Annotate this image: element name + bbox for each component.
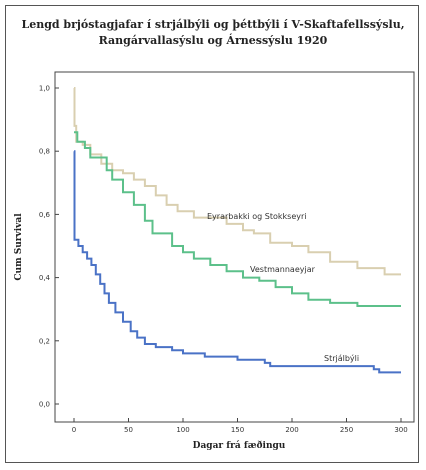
x-tick-label: 200: [285, 426, 298, 434]
x-tick-label: 150: [231, 426, 244, 434]
series-layer: [73, 87, 401, 374]
x-axis: 0 50 100 150 200 250 300: [72, 418, 408, 434]
y-tick-label: 1,0: [39, 85, 50, 93]
plot-area: [54, 71, 415, 423]
y-tick-label: 0,8: [39, 148, 50, 156]
y-axis-title: Cum Survival: [14, 213, 24, 281]
series-line-1: [74, 131, 401, 307]
x-tick-label: 0: [72, 426, 76, 434]
x-tick-label: 250: [340, 426, 353, 434]
y-axis: 0,0 0,2 0,4 0,6 0,8 1,0: [39, 85, 59, 409]
y-tick-label: 0,6: [39, 211, 51, 219]
x-tick-label: 100: [176, 426, 189, 434]
x-axis-title: Dagar frá fæðingu: [193, 440, 286, 451]
x-tick-label: 300: [394, 426, 407, 434]
y-tick-label: 0,0: [39, 401, 50, 409]
x-tick-label: 50: [124, 426, 133, 434]
chart-title: Lengd brjóstagjafar í strjálbýli og þétt…: [0, 17, 426, 49]
series-label-vestmannaeyjar: Vestmannaeyjar: [250, 265, 316, 274]
series-label-eyrarbakki: Eyrarbakki og Stokkseyri: [207, 212, 307, 221]
y-tick-label: 0,2: [39, 337, 50, 345]
series-labels: Eyrarbakki og Stokkseyri Vestmannaeyjar …: [207, 212, 359, 363]
series-label-strjalbyli: Strjálbýli: [324, 354, 359, 363]
y-tick-label: 0,4: [39, 274, 51, 282]
chart-subtitle: Rangárvallasýslu og Árnessýslu 1920: [98, 34, 328, 47]
chart-title-line-1: Lengd brjóstagjafar í strjálbýli og þétt…: [21, 18, 405, 31]
series-line-2: [73, 150, 401, 374]
